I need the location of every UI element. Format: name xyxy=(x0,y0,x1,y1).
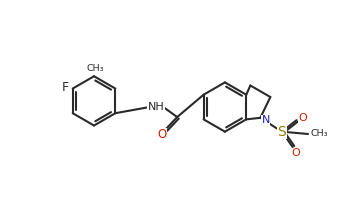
Text: N: N xyxy=(262,115,270,125)
Text: CH₃: CH₃ xyxy=(87,64,104,73)
Text: O: O xyxy=(157,128,166,141)
Text: O: O xyxy=(291,148,300,158)
Text: NH: NH xyxy=(148,102,165,112)
Text: F: F xyxy=(62,81,69,94)
Text: O: O xyxy=(298,113,307,123)
Text: S: S xyxy=(278,125,286,139)
Text: CH₃: CH₃ xyxy=(310,130,328,139)
